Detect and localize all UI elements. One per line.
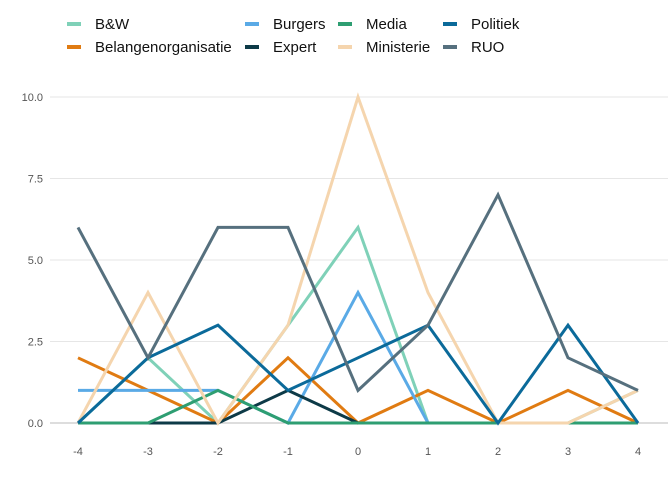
x-tick-label: -3 xyxy=(143,446,153,458)
legend-label: Burgers xyxy=(273,16,326,33)
series-lines xyxy=(76,92,640,426)
x-tick-label: 3 xyxy=(565,446,571,458)
legend-item: Media xyxy=(338,16,408,33)
series-line-ruo xyxy=(76,191,639,393)
x-tick-label: -4 xyxy=(73,446,83,458)
x-tick-label: 2 xyxy=(495,446,501,458)
legend-label: Politiek xyxy=(471,16,520,33)
y-tick-label: 0.0 xyxy=(28,418,43,430)
x-tick-label: -2 xyxy=(213,446,223,458)
legend-label: Expert xyxy=(273,39,317,56)
legend-label: Ministerie xyxy=(366,39,430,56)
legend-item: B&W xyxy=(67,16,130,33)
legend-item: Belangenorganisatie xyxy=(67,39,232,56)
legend-item: Politiek xyxy=(443,16,520,33)
series-line-politiek xyxy=(76,322,640,426)
legend-label: RUO xyxy=(471,39,504,56)
x-tick-label: -1 xyxy=(283,446,293,458)
series-line-ministerie xyxy=(76,92,639,426)
legend-label: Belangenorganisatie xyxy=(95,39,232,56)
legend-label: B&W xyxy=(95,16,130,33)
y-tick-label: 5.0 xyxy=(28,255,43,267)
legend-item: Burgers xyxy=(245,16,326,33)
y-tick-label: 2.5 xyxy=(28,337,43,349)
y-axis-tick-labels: 0.0 2.5 5.0 7.5 10.0 xyxy=(22,92,43,430)
grid xyxy=(50,96,668,424)
y-tick-label: 10.0 xyxy=(22,92,43,104)
x-axis-tick-labels: -4 -3 -2 -1 0 1 2 3 4 xyxy=(73,446,641,458)
x-tick-label: 4 xyxy=(635,446,641,458)
legend-label: Media xyxy=(366,16,408,33)
x-tick-label: 1 xyxy=(425,446,431,458)
y-tick-label: 7.5 xyxy=(28,174,43,186)
x-tick-label: 0 xyxy=(355,446,361,458)
legend-item: RUO xyxy=(443,39,504,56)
legend: B&W Belangenorganisatie Burgers Expert Media… xyxy=(67,16,520,56)
legend-item: Expert xyxy=(245,39,317,56)
legend-item: Ministerie xyxy=(338,39,430,56)
